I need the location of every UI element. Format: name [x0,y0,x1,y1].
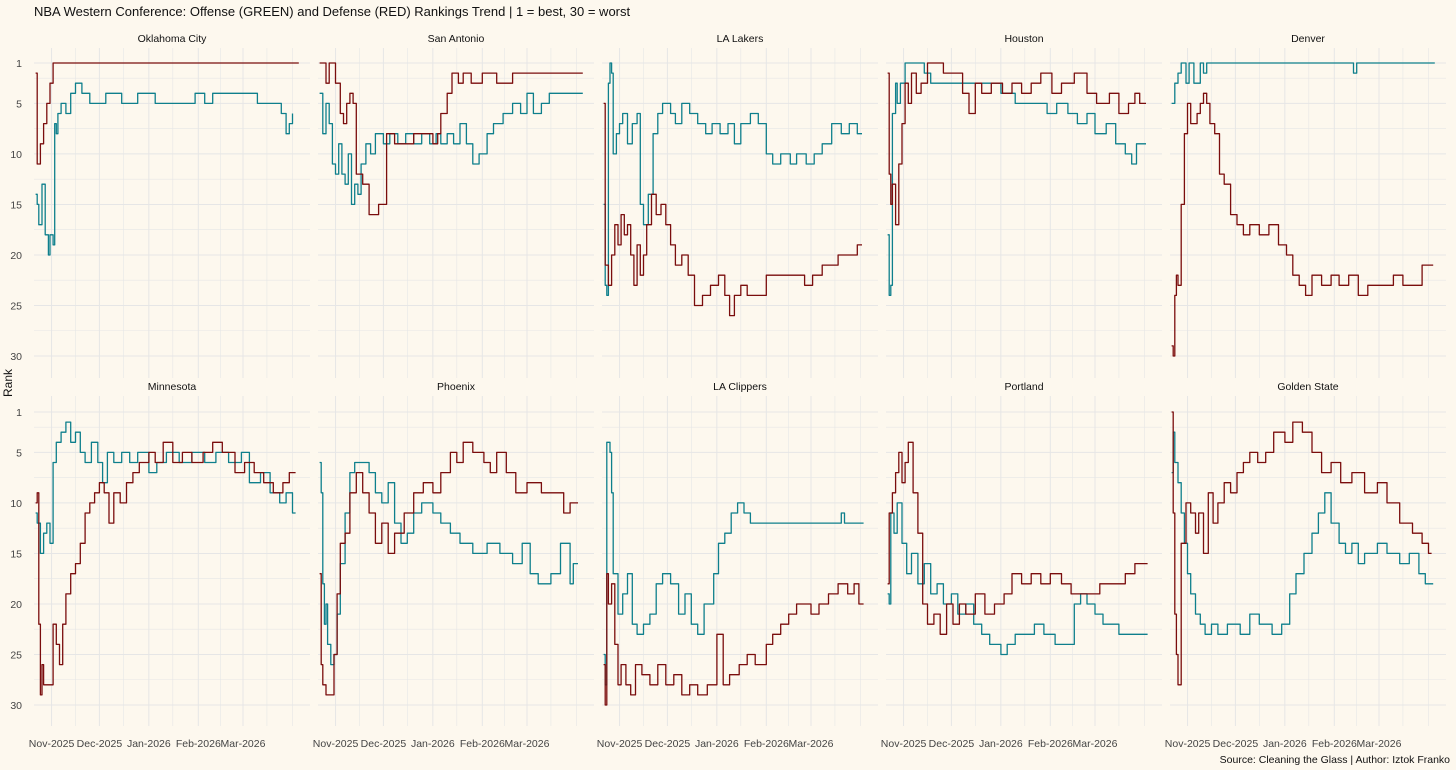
offense-line [319,92,583,206]
defense-line [603,573,864,706]
x-tick-label: Feb-2026 [744,738,789,750]
panel-san-antonio: San Antonio [318,33,594,378]
y-tick-label: 30 [10,351,22,363]
x-tick-label: Mar-2026 [1073,738,1118,750]
offense-line [603,441,864,686]
x-tick-label: Jan-2026 [695,738,739,750]
panel-title: Golden State [1277,381,1338,393]
x-tick-label: Dec-2025 [1213,738,1259,750]
panel-denver: Denver [1170,33,1446,378]
x-tick-label: Dec-2025 [361,738,407,750]
defense-line [1171,92,1434,357]
x-tick-label: Jan-2026 [979,738,1023,750]
panel-title: Portland [1004,381,1043,393]
defense-line [1171,411,1432,686]
offense-line [319,461,578,666]
panel-title: Minnesota [148,381,197,393]
panel-golden-state: Golden State Nov-2025 Dec-2025 Jan-2026 Feb-… [1165,381,1446,750]
defense-line [319,441,578,696]
y-tick-label: 1 [16,58,22,70]
defense-line [35,441,296,696]
y-tick-label: 15 [10,199,22,211]
y-tick-label: 25 [10,649,22,661]
y-tick-label: 20 [10,599,22,611]
panel-phoenix: Phoenix Nov-2025 Dec-2025 Jan-2026 Feb-2026 M… [313,381,594,750]
panel-title: Phoenix [437,381,476,393]
x-tick-label: Nov-2025 [29,738,75,750]
y-tick-label: 25 [10,300,22,312]
defense-line [603,102,862,317]
panel-title: LA Lakers [717,33,764,45]
x-tick-label: Feb-2026 [1312,738,1357,750]
x-tick-label: Dec-2025 [645,738,691,750]
offense-line [887,502,1148,656]
offense-line [887,62,1146,297]
panel-title: Oklahoma City [138,33,208,45]
x-tick-label: Dec-2025 [929,738,975,750]
chart-title: NBA Western Conference: Offense (GREEN) … [34,4,631,19]
offense-line [1171,431,1434,635]
offense-line [1171,62,1435,105]
x-tick-label: Mar-2026 [221,738,266,750]
x-tick-label: Nov-2025 [1165,738,1211,750]
panel-title: San Antonio [428,33,485,45]
defense-line [35,62,299,165]
x-tick-label: Feb-2026 [460,738,505,750]
y-tick-label: 15 [10,548,22,560]
y-tick-label: 1 [16,407,22,419]
x-tick-label: Nov-2025 [597,738,643,750]
x-tick-label: Jan-2026 [127,738,171,750]
panel-title: Houston [1004,33,1043,45]
defense-line [887,62,1146,226]
defense-line [319,62,583,216]
x-tick-label: Feb-2026 [1028,738,1073,750]
panel-title: Denver [1291,33,1325,45]
panel-la-clippers: LA Clippers Nov-2025 Dec-2025 Jan-2026 Feb-2… [597,381,878,750]
source-caption: Source: Cleaning the Glass | Author: Izt… [1219,754,1450,766]
y-tick-label: 30 [10,700,22,712]
offense-line [35,82,294,256]
y-tick-label: 5 [16,98,22,110]
y-tick-label: 20 [10,250,22,262]
defense-line [887,441,1148,635]
panel-la-lakers: LA Lakers [602,33,878,378]
panel-portland: Portland Nov-2025 Dec-2025 Jan-2026 Feb-2026… [881,381,1162,750]
panel-houston: Houston [886,33,1162,378]
offense-line [35,421,296,555]
x-tick-label: Jan-2026 [411,738,455,750]
x-tick-label: Feb-2026 [176,738,221,750]
offense-line [603,62,862,297]
x-tick-label: Dec-2025 [77,738,123,750]
y-tick-label: 10 [10,498,22,510]
panel-title: LA Clippers [713,381,767,393]
y-tick-label: 10 [10,149,22,161]
y-tick-label: 5 [16,447,22,459]
x-tick-label: Nov-2025 [881,738,927,750]
x-tick-label: Jan-2026 [1263,738,1307,750]
x-tick-label: Mar-2026 [789,738,834,750]
x-tick-label: Nov-2025 [313,738,359,750]
x-tick-label: Mar-2026 [1357,738,1402,750]
x-tick-label: Mar-2026 [505,738,550,750]
